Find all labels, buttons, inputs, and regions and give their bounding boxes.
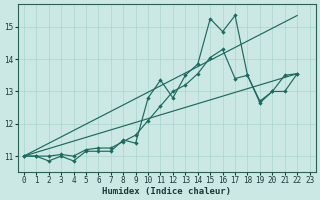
X-axis label: Humidex (Indice chaleur): Humidex (Indice chaleur): [102, 187, 231, 196]
